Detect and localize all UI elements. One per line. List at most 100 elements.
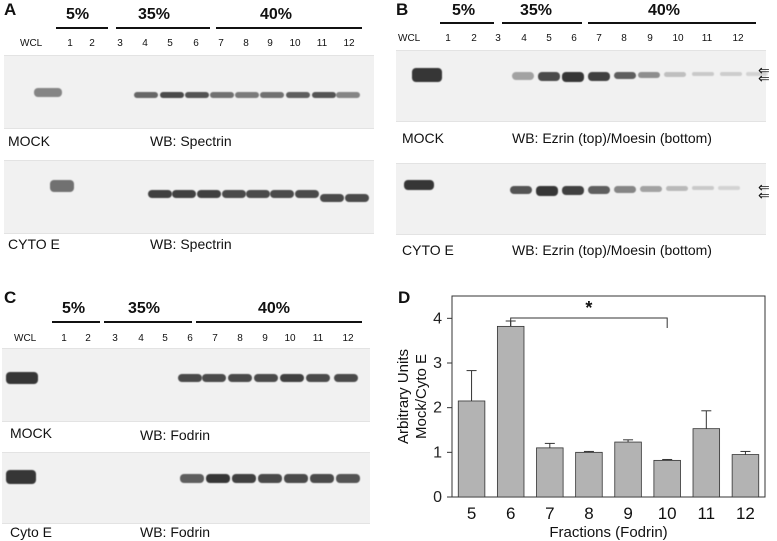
panel-c-wb-mock: WB: Fodrin: [140, 427, 211, 443]
x-tick-label: 8: [584, 504, 593, 523]
panel-a-lane-2: 2: [89, 38, 95, 49]
x-tick-label: 7: [545, 504, 554, 523]
panel-c-lane-10: 10: [284, 333, 296, 344]
blot-band: [588, 186, 610, 194]
blot-band: [536, 186, 558, 196]
panel-a-label: A: [4, 0, 17, 19]
blot-band: [640, 186, 662, 192]
panel-a-bracket-5: [56, 27, 108, 29]
blot-band: [614, 186, 636, 193]
blot-band: [336, 92, 360, 98]
panel-c-wb-cyto: WB: Fodrin: [140, 524, 211, 540]
panel-b-bracket-5: [440, 22, 494, 24]
panel-b-wb-cyto: WB: Ezrin (top)/Moesin (bottom): [512, 242, 712, 258]
panel-b-lane-8: 8: [621, 33, 627, 44]
panel-a-lane-3: 3: [117, 38, 123, 49]
panel-b-lane-12: 12: [732, 33, 744, 44]
panel-b-lane-10: 10: [672, 33, 684, 44]
panel-b-lane-5: 5: [546, 33, 552, 44]
panel-c-pct-40: 40%: [258, 300, 291, 317]
blot-band: [638, 72, 660, 78]
blot-band: [692, 186, 714, 190]
significance-marker: *: [585, 298, 592, 318]
bar-8: [575, 451, 603, 498]
y-tick-label: 4: [433, 310, 442, 327]
panel-b-lane-2: 2: [471, 33, 477, 44]
panel-b-wcl: WCL: [398, 33, 421, 44]
y-tick-label: 3: [433, 355, 442, 372]
blot-band: [178, 374, 202, 382]
panel-a-condition-mock: MOCK: [8, 133, 50, 149]
panel-c-pct-5: 5%: [62, 300, 86, 317]
panel-b-lane-7: 7: [596, 33, 602, 44]
panel-a-wb-cyto: WB: Spectrin: [150, 236, 232, 252]
blot-band: [310, 474, 334, 483]
panel-c-lane-6: 6: [187, 333, 193, 344]
y-tick-label: 2: [433, 400, 442, 417]
panel-c-lane-11: 11: [312, 333, 324, 344]
blot-band: [588, 72, 610, 81]
bar-12: [731, 454, 760, 498]
blot-band: [562, 186, 584, 195]
blot-band: [345, 194, 369, 202]
blot-band: [6, 372, 38, 384]
panel-b-lane-1: 1: [445, 33, 451, 44]
panel-c-lane-1: 1: [61, 333, 67, 344]
panel-a-condition-cyto: CYTO E: [8, 236, 60, 252]
panel-b-bracket-40: [588, 22, 756, 24]
panel-c-lane-2: 2: [85, 333, 91, 344]
blot-band: [538, 72, 560, 81]
blot-band: [562, 72, 584, 82]
panel-b-condition-cyto: CYTO E: [402, 242, 454, 258]
blot-band: [210, 92, 234, 98]
blot-band: [202, 374, 226, 382]
panel-c-bracket-40: [196, 321, 362, 323]
blot-band: [320, 194, 344, 202]
blot-band: [512, 72, 534, 80]
blot-band: [692, 72, 714, 76]
blot-band: [148, 190, 172, 198]
panel-a-lane-6: 6: [193, 38, 199, 49]
panel-c-bracket-35: [104, 321, 192, 323]
blot-band: [228, 374, 252, 382]
x-tick-label: 11: [697, 504, 715, 523]
blot-band: [134, 92, 158, 98]
panel-b-blot-cyto: [396, 163, 766, 235]
panel-c-blot-cyto: [2, 452, 370, 524]
panel-a-lane-8: 8: [243, 38, 249, 49]
blot-band: [280, 374, 304, 382]
panel-a-bracket-40: [216, 27, 362, 29]
x-axis-label: Fractions (Fodrin): [549, 524, 667, 540]
blot-band: [718, 186, 740, 190]
panel-b-condition-mock: MOCK: [402, 130, 444, 146]
y-axis-label-line1: Arbitrary Units: [395, 349, 412, 444]
plot-frame: [451, 295, 766, 498]
panel-b-lane-4: 4: [521, 33, 527, 44]
panel-c-lane-3: 3: [112, 333, 118, 344]
x-tick-label: 6: [506, 504, 515, 523]
panel-a-lane-10: 10: [289, 38, 301, 49]
panel-c-lane-4: 4: [138, 333, 144, 344]
blot-band: [306, 374, 330, 382]
blot-band: [614, 72, 636, 79]
panel-b-label: B: [396, 0, 409, 19]
panel-a-lane-7: 7: [218, 38, 224, 49]
panel-c-wcl: WCL: [14, 333, 37, 344]
bar-7: [536, 447, 564, 498]
bar-10: [653, 459, 681, 498]
blot-band: [206, 474, 230, 483]
blot-band: [510, 186, 532, 194]
blot-band: [270, 190, 294, 198]
panel-b-arrow-ezrin-mock: ⇐: [758, 62, 770, 78]
blot-band: [197, 190, 221, 198]
panel-c-lane-8: 8: [237, 333, 243, 344]
panel-b-arrow-moesin-mock: ⇐: [758, 70, 770, 86]
blot-band: [258, 474, 282, 483]
blot-band: [6, 470, 36, 484]
panel-d-label: D: [398, 288, 411, 307]
panel-b-lane-6: 6: [571, 33, 577, 44]
panel-b-pct-40: 40%: [648, 2, 681, 19]
y-tick-label: 1: [433, 444, 442, 461]
